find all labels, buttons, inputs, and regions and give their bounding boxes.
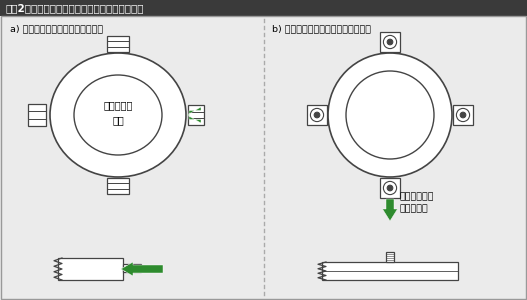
Bar	[386, 252, 394, 262]
Bar	[58, 258, 123, 280]
Circle shape	[314, 112, 320, 118]
Bar	[380, 32, 400, 52]
Circle shape	[456, 108, 470, 122]
Bar	[188, 105, 204, 125]
Bar	[322, 262, 458, 280]
Text: 変形し易い
方向: 変形し易い 方向	[103, 100, 133, 125]
Text: 変形しにくい
方向に変更: 変形しにくい 方向に変更	[400, 192, 434, 214]
Circle shape	[310, 108, 324, 122]
Text: b) 変形しにくい方向への締結力作用: b) 変形しにくい方向への締結力作用	[272, 24, 371, 33]
Circle shape	[328, 53, 452, 177]
Circle shape	[460, 112, 466, 118]
Ellipse shape	[74, 75, 162, 155]
Bar	[453, 105, 473, 125]
Circle shape	[384, 35, 397, 49]
Circle shape	[387, 185, 393, 191]
Circle shape	[387, 39, 393, 45]
Bar	[107, 178, 129, 194]
Polygon shape	[121, 262, 163, 276]
Ellipse shape	[50, 53, 186, 177]
Circle shape	[346, 71, 434, 159]
Polygon shape	[187, 107, 201, 123]
Bar	[28, 104, 46, 126]
Bar	[107, 36, 129, 52]
Bar	[380, 178, 400, 198]
Text: a) 変形し易い方向への締結力作用: a) 変形し易い方向への締結力作用	[10, 24, 103, 33]
Circle shape	[384, 182, 397, 195]
Bar	[307, 105, 327, 125]
Text: 【図2】締結力の作用方向と変形のし易さの関係: 【図2】締結力の作用方向と変形のし易さの関係	[5, 3, 143, 13]
Bar	[0, 0, 527, 16]
Polygon shape	[383, 199, 397, 221]
Bar	[123, 264, 141, 272]
